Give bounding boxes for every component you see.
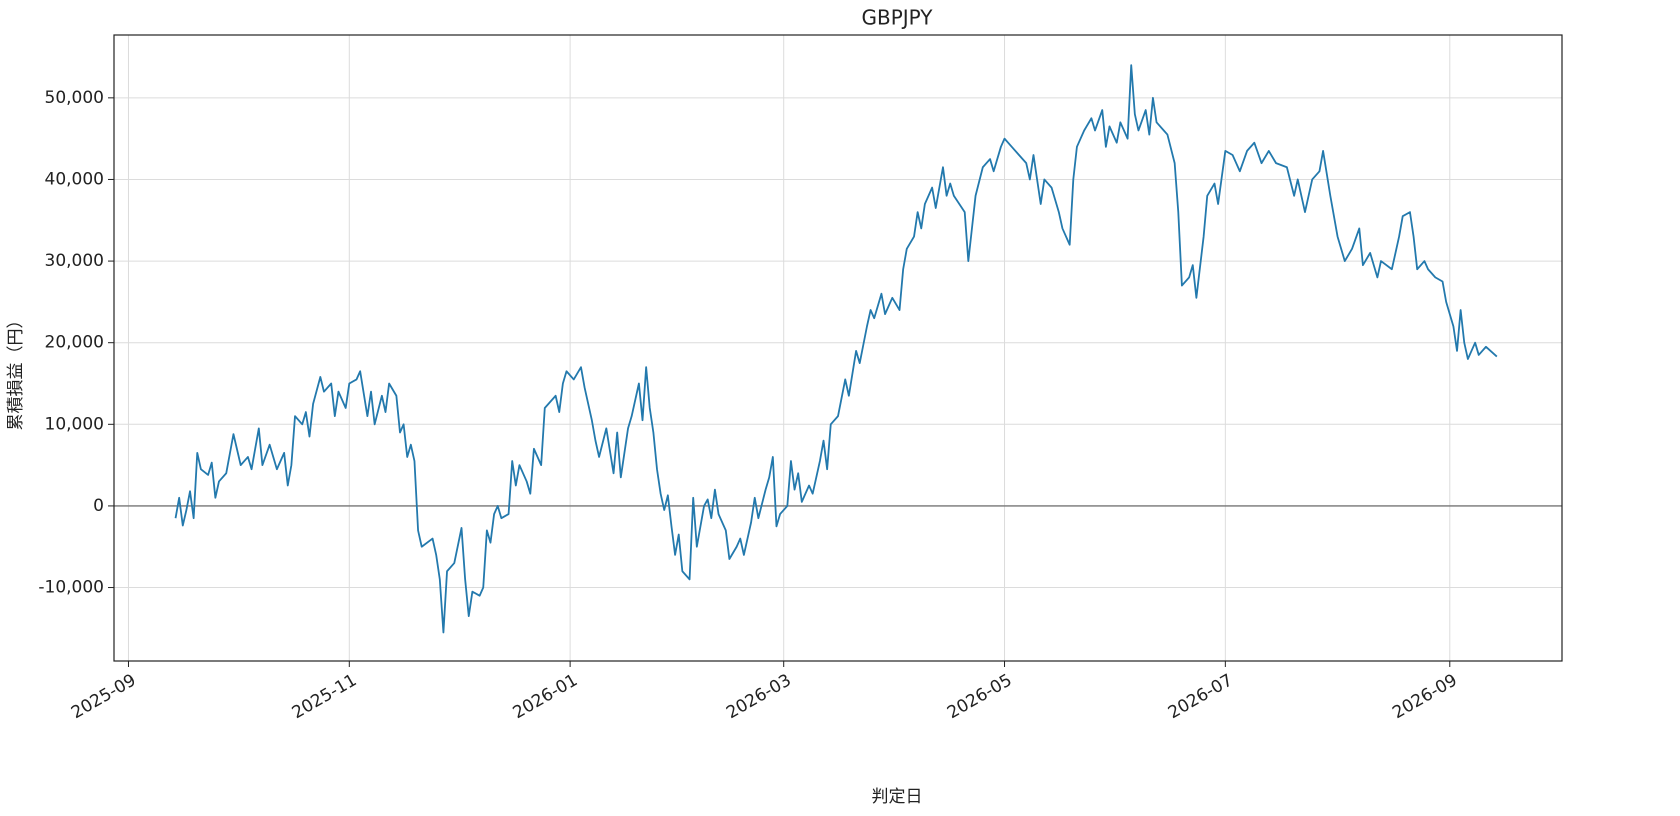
chart-title: GBPJPY xyxy=(861,6,933,30)
data-line xyxy=(174,64,1498,634)
x-axis-label: 判定日 xyxy=(872,787,923,807)
y-tick-label: 0 xyxy=(93,496,104,516)
y-tick-label: -10,000 xyxy=(38,578,104,598)
y-tick-label: 30,000 xyxy=(45,251,104,271)
y-tick-label: 50,000 xyxy=(45,88,104,108)
plot-frame xyxy=(113,34,1563,662)
y-tick-label: 40,000 xyxy=(45,169,104,189)
y-tick-label: 10,000 xyxy=(45,414,104,434)
y-tick-label: 20,000 xyxy=(45,333,104,353)
y-axis-label: 累積損益（円） xyxy=(6,312,26,431)
